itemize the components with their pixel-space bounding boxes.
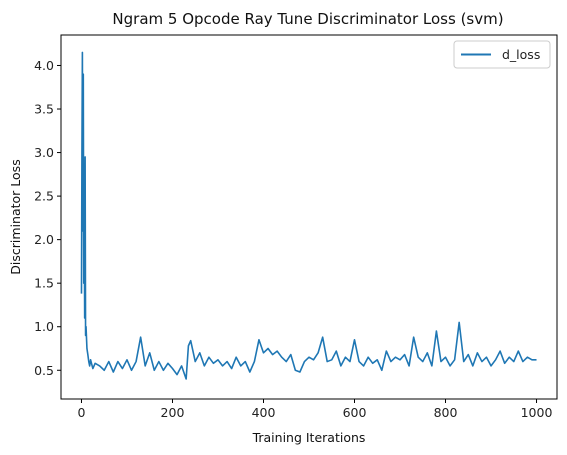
x-tick-label: 200 (161, 405, 185, 420)
y-tick-label: 1.0 (34, 319, 54, 334)
series-line-d_loss (80, 51, 537, 380)
y-axis-ticks: 0.5 1.0 1.5 2.0 2.5 3.0 3.5 4.0 (34, 58, 61, 378)
x-tick-label: 600 (343, 405, 367, 420)
x-tick-label: 400 (252, 405, 276, 420)
legend: d_loss (453, 40, 551, 69)
plot-frame (60, 34, 558, 400)
y-tick-label: 1.5 (34, 276, 54, 291)
legend-label: d_loss (502, 47, 540, 62)
x-tick-label: 0 (78, 405, 86, 420)
y-tick-label: 4.0 (34, 58, 54, 73)
x-axis-label: Training Iterations (252, 430, 366, 445)
series-layer (80, 51, 537, 380)
legend-box (453, 40, 551, 69)
x-tick-label: 1000 (521, 405, 553, 420)
y-tick-label: 2.5 (34, 189, 54, 204)
y-tick-label: 3.5 (34, 102, 54, 117)
x-axis-ticks: 0 200 400 600 800 1000 (78, 399, 553, 420)
y-tick-label: 3.0 (34, 145, 54, 160)
x-tick-label: 800 (434, 405, 458, 420)
y-tick-label: 2.0 (34, 232, 54, 247)
chart-title: Ngram 5 Opcode Ray Tune Discriminator Lo… (112, 10, 503, 28)
y-tick-label: 0.5 (34, 363, 54, 378)
y-axis-label: Discriminator Loss (8, 159, 23, 274)
